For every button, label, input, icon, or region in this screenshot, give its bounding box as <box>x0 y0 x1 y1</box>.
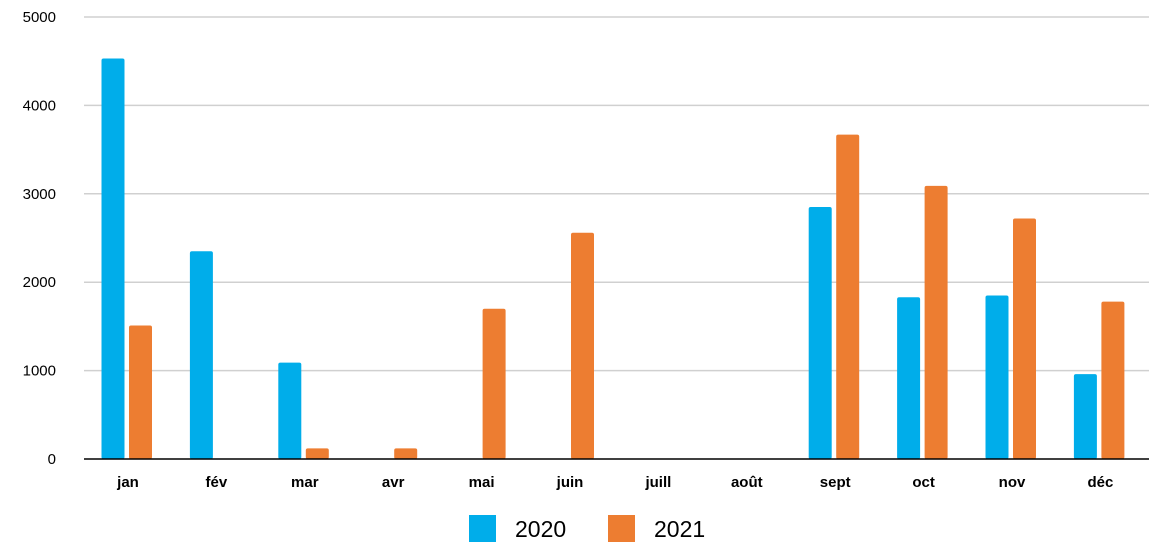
bar-2021-nov <box>1013 218 1036 459</box>
x-tick-label: sept <box>820 474 851 491</box>
bar-2020-fév <box>189 251 213 459</box>
x-tick-label: mai <box>469 474 495 491</box>
legend-swatch-2021 <box>608 515 635 542</box>
x-tick-label: nov <box>999 474 1026 491</box>
x-axis-ticks: jan fév mar avr mai juin juill août sept oct nov dé… <box>116 474 1113 491</box>
bar-2020-mar <box>278 362 302 459</box>
x-tick-label: août <box>731 474 763 491</box>
y-tick-label: 1000 <box>23 363 56 380</box>
bar-2021-sept <box>836 134 860 459</box>
legend-label-2020: 2020 <box>515 516 566 542</box>
x-tick-label: avr <box>382 474 405 491</box>
y-tick-label: 0 <box>48 451 56 468</box>
x-tick-label: jan <box>116 474 139 491</box>
y-tick-label: 4000 <box>23 97 56 114</box>
y-axis-ticks: 0 1000 2000 3000 4000 5000 <box>23 9 56 468</box>
bar-2021-mai <box>482 308 506 459</box>
bar-2021-oct <box>924 185 948 459</box>
bar-2020-nov <box>985 295 1009 459</box>
legend-label-2021: 2021 <box>654 516 705 542</box>
bar-2020-jan <box>101 58 125 459</box>
x-tick-label: juin <box>556 474 584 491</box>
bar-2021-jan <box>129 325 152 459</box>
bar-2021-déc <box>1101 301 1125 459</box>
bar-2020-déc <box>1073 374 1097 459</box>
y-tick-label: 2000 <box>23 274 56 291</box>
y-tick-label: 3000 <box>23 186 56 203</box>
bar-2021-mar <box>305 448 329 459</box>
bar-2020-sept <box>808 207 832 459</box>
x-tick-label: mar <box>291 474 319 491</box>
bar-2020-oct <box>897 297 921 459</box>
x-tick-label: fév <box>206 474 228 491</box>
x-tick-label: juill <box>644 474 671 491</box>
bar-2021-avr <box>394 448 418 459</box>
bar-2021-juin <box>571 232 594 459</box>
x-tick-label: oct <box>912 474 935 491</box>
x-tick-label: déc <box>1087 474 1113 491</box>
legend: 2020 2021 <box>469 515 705 542</box>
y-tick-label: 5000 <box>23 9 56 26</box>
legend-swatch-2020 <box>469 515 496 542</box>
gridlines <box>84 16 1149 372</box>
bars <box>101 58 1125 459</box>
